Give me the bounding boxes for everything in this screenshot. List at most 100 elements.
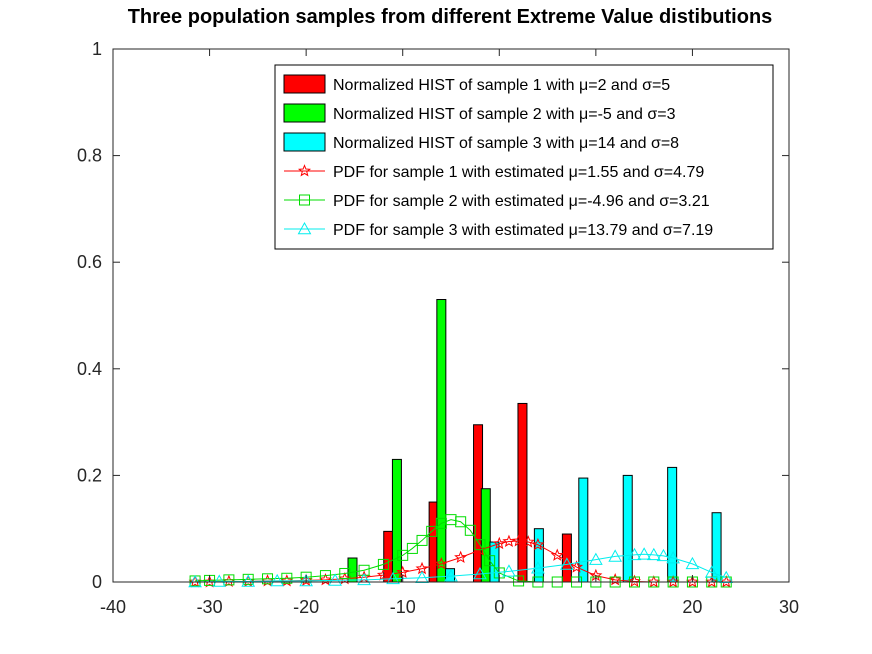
square-marker xyxy=(474,539,486,551)
y-tick-label: 0.2 xyxy=(77,465,102,485)
bar-sample-2 xyxy=(391,458,402,583)
star-marker xyxy=(454,550,468,564)
square-marker xyxy=(455,516,467,528)
x-tick-label: -20 xyxy=(293,597,319,617)
legend-swatch xyxy=(283,132,326,152)
x-tick-label: 20 xyxy=(682,597,702,617)
square-marker xyxy=(397,549,409,561)
star-marker xyxy=(297,164,312,177)
bar-sample-3 xyxy=(711,512,722,583)
triangle-marker xyxy=(357,572,371,586)
star-marker xyxy=(512,534,526,547)
legend-label: PDF for sample 1 with estimated μ=1.55 a… xyxy=(333,164,704,181)
triangle-marker xyxy=(637,547,651,560)
star-marker xyxy=(647,575,661,588)
square-marker xyxy=(299,194,310,206)
triangle-marker xyxy=(328,573,342,586)
triangle-marker xyxy=(560,557,574,570)
y-tick-label: 0.6 xyxy=(77,252,102,272)
y-tick-label: 0.4 xyxy=(77,359,102,379)
triangle-marker xyxy=(656,548,671,562)
legend-swatch xyxy=(283,103,326,123)
square-marker xyxy=(426,525,438,537)
triangle-marker xyxy=(212,574,227,587)
bar-sample-3 xyxy=(445,568,456,583)
square-marker xyxy=(339,567,351,579)
y-tick-label: 0 xyxy=(92,572,102,592)
chart-title: Three population samples from different … xyxy=(128,6,773,28)
star-marker xyxy=(299,573,313,586)
triangle-marker xyxy=(297,221,312,235)
x-tick-label: -30 xyxy=(197,597,223,617)
x-tick-label: 10 xyxy=(586,597,606,617)
bar-sample-2 xyxy=(480,488,491,583)
star-marker xyxy=(685,575,699,588)
star-marker xyxy=(473,543,487,556)
square-marker xyxy=(464,524,476,536)
legend-swatch xyxy=(283,74,326,94)
triangle-marker xyxy=(531,561,545,574)
pdf-layer xyxy=(188,514,734,588)
triangle-marker xyxy=(241,574,256,587)
triangle-marker xyxy=(646,547,661,561)
star-marker xyxy=(627,574,642,588)
square-marker xyxy=(242,573,254,585)
legend-label: PDF for sample 2 with estimated μ=-4.96 … xyxy=(333,193,710,210)
triangle-marker xyxy=(415,570,429,584)
star-marker xyxy=(550,548,564,561)
bar-sample-2 xyxy=(436,299,447,583)
axes-box xyxy=(112,48,790,583)
x-tick-label: -40 xyxy=(100,597,126,617)
star-marker xyxy=(531,537,545,551)
star-marker xyxy=(376,568,390,581)
triangle-marker xyxy=(502,564,516,577)
square-marker xyxy=(377,558,389,570)
triangle-marker xyxy=(589,552,603,565)
legend-label: Normalized HIST of sample 3 with μ=14 an… xyxy=(333,135,679,152)
star-marker xyxy=(521,535,535,548)
star-marker xyxy=(434,557,448,570)
pdf-line-sample-3 xyxy=(195,553,727,583)
square-marker xyxy=(406,542,418,554)
star-marker xyxy=(570,560,584,573)
triangle-marker xyxy=(627,547,642,561)
triangle-marker xyxy=(704,565,719,578)
triangle-marker xyxy=(386,571,400,585)
y-tick-label: 0.8 xyxy=(77,146,102,166)
triangle-marker xyxy=(473,566,487,580)
x-tick-label: 30 xyxy=(779,597,799,617)
triangle-marker xyxy=(685,556,700,570)
star-marker xyxy=(705,575,719,588)
triangle-marker xyxy=(444,569,458,582)
square-marker xyxy=(223,574,235,586)
axis-ticks: -40 -30 -20 -10 0 10 20 30 0 0.2 0.4 0.6 0.8 1 xyxy=(77,39,799,617)
square-marker xyxy=(262,573,274,585)
star-marker xyxy=(492,536,506,550)
legend-box xyxy=(274,64,774,250)
bar-sample-1 xyxy=(517,402,528,583)
y-tick-label: 1 xyxy=(92,39,102,59)
square-marker xyxy=(513,575,525,587)
square-marker xyxy=(358,564,370,576)
triangle-marker xyxy=(608,549,623,562)
bar-sample-3 xyxy=(667,466,678,583)
bar-sample-3 xyxy=(533,528,544,583)
triangle-marker xyxy=(719,570,734,584)
triangle-marker xyxy=(666,550,680,564)
star-marker xyxy=(338,571,352,585)
triangle-marker xyxy=(299,573,313,587)
legend: Normalized HIST of sample 1 with μ=2 and… xyxy=(274,64,774,250)
star-marker xyxy=(396,565,410,578)
triangle-marker xyxy=(270,573,285,587)
legend-label: Normalized HIST of sample 1 with μ=2 and… xyxy=(333,77,670,94)
square-marker xyxy=(281,572,293,584)
legend-label: PDF for sample 3 with estimated μ=13.79 … xyxy=(333,222,713,239)
star-marker xyxy=(502,534,516,548)
x-tick-label: 0 xyxy=(494,597,504,617)
x-tick-label: -10 xyxy=(390,597,416,617)
star-marker xyxy=(666,575,680,588)
square-marker xyxy=(484,555,496,567)
star-marker xyxy=(188,575,202,588)
star-marker xyxy=(719,575,733,588)
